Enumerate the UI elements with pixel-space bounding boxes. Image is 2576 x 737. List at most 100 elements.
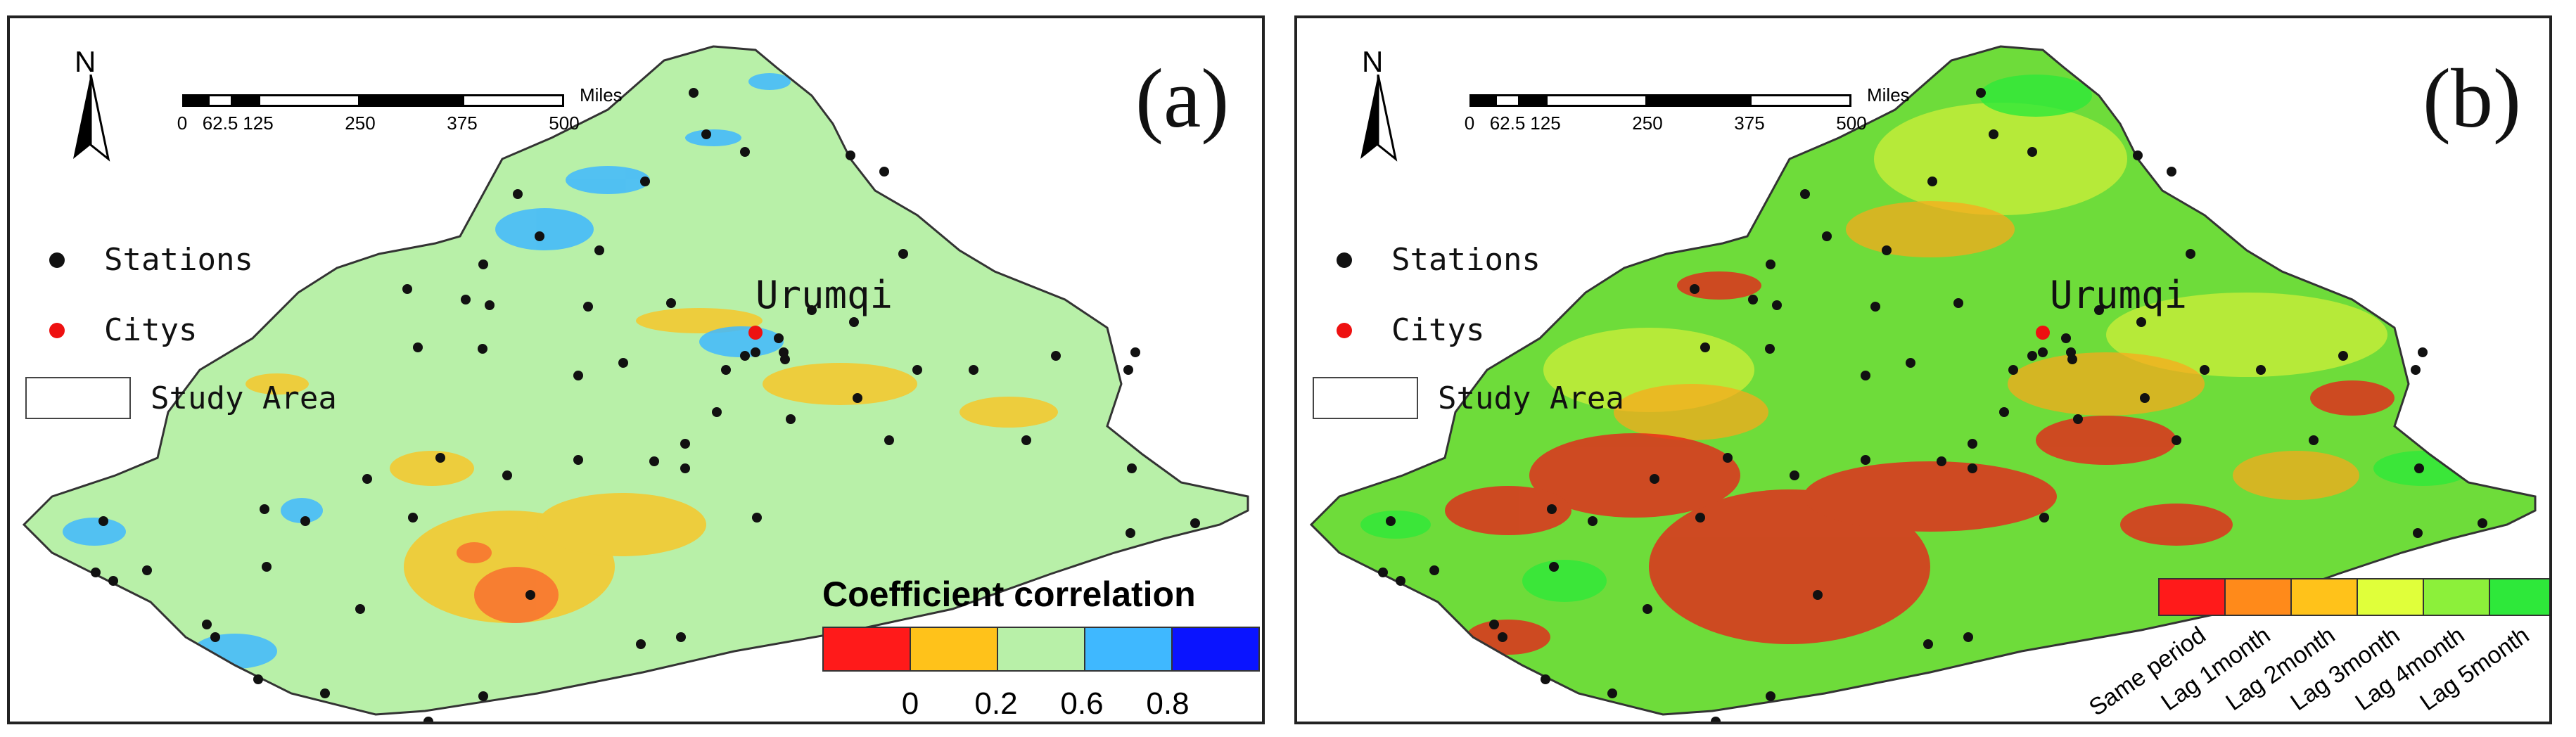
station-marker [1711, 717, 1721, 722]
station-marker [1607, 688, 1617, 698]
station-marker [1549, 562, 1559, 572]
station-marker [2140, 393, 2150, 403]
station-marker [2073, 414, 2083, 424]
station-marker [689, 88, 699, 98]
legend-stations-label: Stations [1391, 242, 1541, 278]
colorbar-tick: 0.6 [1060, 686, 1104, 721]
station-marker [912, 365, 922, 375]
station-marker [2256, 365, 2266, 375]
station-marker [1927, 177, 1937, 186]
scale-tick: 0 [1464, 113, 1475, 134]
colorbar-cell [911, 628, 998, 670]
station-marker [2027, 147, 2037, 157]
station-marker [2039, 513, 2049, 523]
scale-tick: 62.5 [202, 113, 238, 134]
colorbar-cell [1085, 628, 1173, 670]
station-marker [721, 365, 731, 375]
station-marker [680, 463, 690, 473]
station-marker [1123, 365, 1133, 375]
station-marker [142, 565, 152, 575]
station-marker [751, 347, 760, 357]
scale-tick: 250 [1632, 113, 1663, 134]
station-marker [1906, 358, 1915, 368]
station-marker [1813, 590, 1823, 600]
colorbar-cell [998, 628, 1085, 670]
station-marker [210, 632, 220, 642]
scale-tick: 250 [345, 113, 376, 134]
scale-segment [233, 94, 258, 107]
scale-tick: 62.5 [1489, 113, 1526, 134]
legend-citys: Citys [31, 312, 197, 348]
station-marker [666, 298, 676, 308]
legend-stations: Stations [31, 242, 253, 278]
station-marker [1772, 300, 1782, 310]
station-marker [1547, 504, 1557, 514]
colorbar-cell [2424, 579, 2490, 615]
legend-citys-label: Citys [1391, 312, 1485, 348]
scale-unit: Miles [1867, 84, 1910, 105]
study-area-swatch [1313, 377, 1418, 419]
station-marker [1765, 344, 1775, 354]
north-arrow-b: N [1346, 32, 1410, 166]
station-marker [701, 129, 711, 139]
station-marker [2309, 435, 2319, 445]
scale-tick: 375 [1734, 113, 1765, 134]
station-marker [1386, 516, 1396, 526]
station-marker [786, 414, 796, 424]
station-marker [253, 674, 263, 684]
station-marker [2200, 365, 2210, 375]
station-marker [108, 576, 118, 586]
station-marker [1489, 620, 1499, 629]
station-marker [2038, 347, 2048, 357]
station-marker [676, 632, 686, 642]
legend-stations-label: Stations [104, 242, 253, 278]
legend-citys: Citys [1318, 312, 1484, 348]
colorbar-cell [2226, 579, 2292, 615]
colorbar-cell [2490, 579, 2549, 615]
colorbar-tick: 0.8 [1146, 686, 1190, 721]
station-marker [2027, 351, 2037, 361]
scale-segment [258, 94, 360, 107]
station-marker [807, 305, 817, 315]
station-marker [1378, 568, 1388, 577]
station-marker [1800, 189, 1810, 199]
station-marker [1937, 456, 1946, 466]
station-marker [1723, 453, 1733, 463]
station-marker [636, 639, 646, 649]
station-marker [2413, 528, 2423, 538]
station-marker [969, 365, 978, 375]
panel-a: N 0 62.5 125 250 375 500 Miles Stations … [7, 15, 1265, 724]
station-marker [91, 568, 101, 577]
colorbar-cell [2358, 579, 2424, 615]
station-marker [478, 691, 488, 701]
station-marker [1870, 302, 1880, 312]
station-marker [320, 688, 330, 698]
station-marker [649, 456, 659, 466]
study-area-map-b [1310, 45, 2537, 722]
colorbar-cell [2292, 579, 2358, 615]
north-label: N [75, 45, 96, 78]
station-marker-icon [49, 252, 65, 268]
station-marker [2133, 150, 2143, 160]
city-marker-icon [1337, 322, 1352, 338]
station-marker [1923, 639, 1933, 649]
colorbar-cell [824, 628, 911, 670]
station-marker [740, 351, 750, 361]
station-marker [1498, 632, 1507, 642]
station-marker [1429, 565, 1439, 575]
station-marker [594, 245, 604, 255]
station-marker [355, 604, 365, 614]
station-marker [2414, 463, 2424, 473]
station-marker [1861, 455, 1870, 465]
station-marker [884, 435, 894, 445]
station-marker [640, 177, 650, 186]
station-marker [1126, 528, 1135, 538]
colorbar-cell [1173, 628, 1258, 670]
station-marker [2186, 249, 2195, 259]
station-marker [408, 513, 418, 523]
station-marker [2418, 347, 2428, 357]
station-marker [202, 620, 212, 629]
station-marker [752, 513, 762, 523]
station-marker [1650, 474, 1659, 484]
station-marker [2061, 333, 2071, 343]
